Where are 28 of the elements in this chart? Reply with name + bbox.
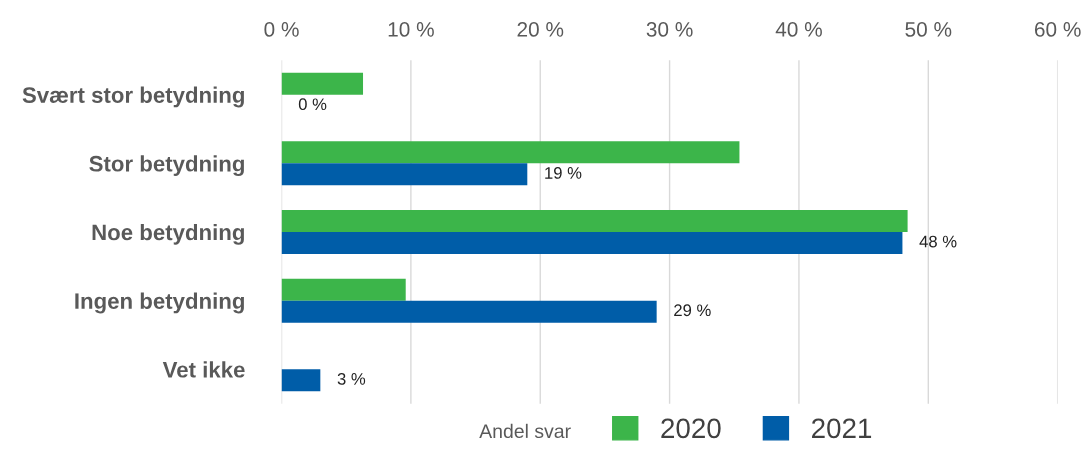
x-tick-label: 10 % xyxy=(388,22,434,37)
bar xyxy=(281,369,321,392)
legend-label: 2021 xyxy=(812,418,872,439)
x-tick-label: 40 % xyxy=(775,22,822,37)
bar xyxy=(281,278,406,301)
bar xyxy=(281,232,903,254)
bar xyxy=(281,72,364,95)
x-tick-label: 50 % xyxy=(905,22,952,37)
data-label: 0 % xyxy=(298,98,327,111)
bar xyxy=(281,210,908,232)
y-tick-label: Ingen betydning xyxy=(75,292,244,314)
data-label: 29 % xyxy=(674,304,711,317)
y-tick-label: Svært stor betydning xyxy=(22,86,244,108)
bar xyxy=(281,163,528,186)
bar xyxy=(281,141,740,164)
x-tick-label: 0 % xyxy=(264,22,299,37)
legend-label: 2020 xyxy=(661,418,721,439)
legend-title: Andel svar xyxy=(479,423,571,439)
data-label: 19 % xyxy=(545,166,582,179)
y-tick-label: Noe betydning xyxy=(92,223,244,245)
y-tick-label: Vet ikke xyxy=(162,361,245,378)
x-tick-label: 30 % xyxy=(646,22,693,37)
y-tick-label: Stor betydning xyxy=(89,155,244,177)
bar xyxy=(281,300,657,323)
data-label: 48 % xyxy=(919,235,957,248)
data-label: 3 % xyxy=(337,373,366,385)
x-tick-label: 60 % xyxy=(1034,22,1081,37)
x-tick-label: 20 % xyxy=(517,22,564,37)
